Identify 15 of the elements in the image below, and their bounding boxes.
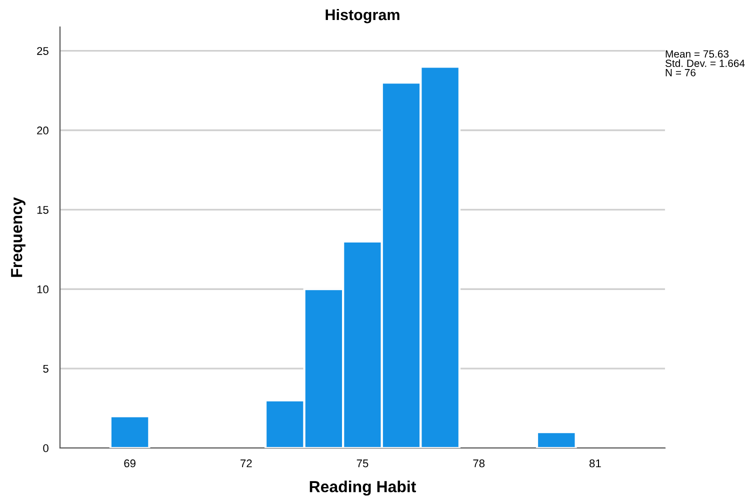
x-tick-label: 72 xyxy=(240,459,252,468)
y-tick-label: 0 xyxy=(43,444,48,452)
y-tick-label: 5 xyxy=(43,364,48,373)
y-axis-title: Frequency xyxy=(11,197,26,277)
y-tick-label: 20 xyxy=(37,126,48,134)
chart-title: Histogram xyxy=(326,8,400,24)
x-tick-label: 69 xyxy=(124,459,136,468)
x-tick-label: 75 xyxy=(356,460,368,468)
y-tick-label: 15 xyxy=(37,206,48,214)
x-tick-label: 81 xyxy=(589,459,601,468)
x-tick-label: 78 xyxy=(473,459,485,468)
x-axis-title: Reading Habit xyxy=(310,480,416,496)
text: Mean = 75.63 Std. Dev. = 1.664 N = 76 xyxy=(665,50,745,76)
y-tick-label: 10 xyxy=(37,285,48,294)
y-tick-label: 25 xyxy=(37,47,48,55)
